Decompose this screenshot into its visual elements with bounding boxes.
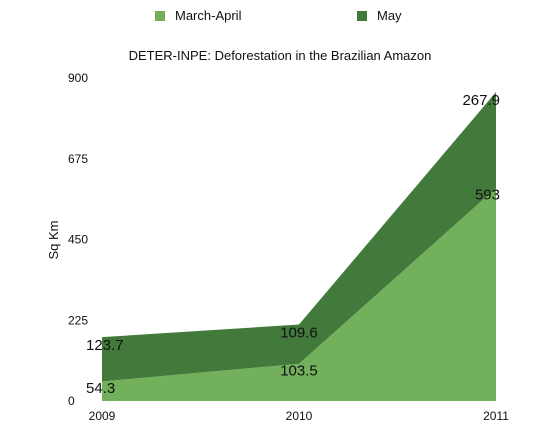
legend-item-may: May	[357, 8, 402, 23]
legend-label-may: May	[377, 8, 402, 23]
data-label-march-april: 54.3	[86, 380, 115, 397]
area-march-april	[102, 188, 496, 401]
legend-swatch-may	[357, 10, 367, 21]
data-label-may: 109.6	[280, 324, 318, 341]
legend-swatch-march-april	[155, 10, 165, 21]
y-tick-label: 675	[68, 152, 88, 166]
x-tick-label: 2010	[286, 409, 313, 423]
legend-item-march-april: March-April	[155, 8, 241, 23]
legend-label-march-april: March-April	[175, 8, 242, 23]
x-tick-label: 2011	[483, 409, 509, 423]
area-may	[102, 92, 496, 382]
y-tick-label: 900	[68, 71, 88, 85]
x-tick-label: 2009	[89, 409, 116, 423]
data-label-march-april: 103.5	[280, 362, 318, 379]
data-label-march-april: 593	[475, 187, 500, 204]
y-tick-label: 225	[68, 313, 88, 327]
y-axis-label: Sq Km	[46, 220, 61, 259]
y-tick-label: 450	[68, 233, 88, 247]
data-label-may: 267.9	[462, 92, 500, 109]
data-label-may: 123.7	[86, 337, 124, 354]
y-tick-label: 0	[68, 394, 75, 408]
chart-legend: March-April May	[0, 8, 560, 28]
chart-title: DETER-INPE: Deforestation in the Brazili…	[128, 48, 432, 63]
